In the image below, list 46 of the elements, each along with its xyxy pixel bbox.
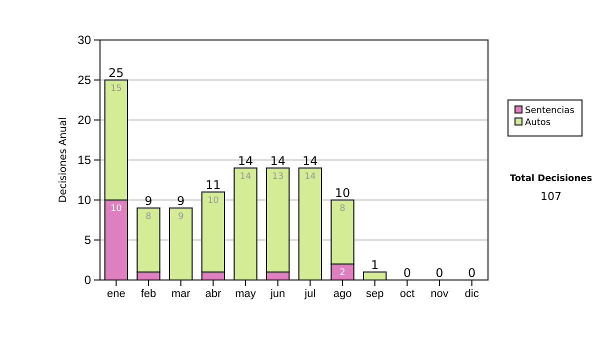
total-label: 11 [206,178,221,192]
text: 107 [540,190,562,203]
total-label: 0 [403,266,411,280]
data-label: 8 [340,204,346,214]
total-label: 9 [177,194,185,208]
x-tick-label: jun [269,288,286,300]
data-label: 14 [304,172,316,182]
total-label: 0 [436,266,444,280]
total-label: 14 [302,154,318,168]
x-tick-label: sep [366,288,384,300]
data-label: 8 [146,212,152,222]
data-label: 10 [110,204,122,214]
x-tick-label: nov [430,288,449,300]
data-label: 2 [340,268,346,278]
y-tick-label: 10 [78,192,92,207]
x-tick-label: jul [304,288,316,300]
y-tick-label: 25 [78,72,92,87]
text: Total Decisiones [510,174,592,184]
legend-label: Sentencias [525,106,575,116]
x-tick-label: may [235,288,256,300]
x-tick-label: feb [140,288,156,300]
total-label: 9 [144,194,152,208]
x-tick-label: dic [464,288,480,300]
total-label: 10 [334,186,350,200]
y-tick-label: 15 [78,152,92,167]
data-label: 13 [272,172,284,182]
y-axis-title: Decisiones Anual [58,117,69,203]
x-tick-label: ago [333,288,352,300]
total-label: 0 [468,266,476,280]
y-tick-label: 20 [78,112,92,127]
x-tick-label: ene [106,288,126,300]
data-label: 14 [240,172,252,182]
x-tick-label: oct [400,288,415,300]
y-tick-label: 5 [84,232,92,247]
x-tick-label: mar [171,288,191,300]
data-label: 10 [207,196,220,206]
total-label: 14 [270,154,286,168]
data-label: 15 [110,84,122,94]
y-tick-label: 30 [78,32,92,47]
data-label: 9 [178,212,184,222]
legend-label: Autos [525,118,551,128]
total-label: 1 [371,258,379,272]
x-tick-label: abr [205,288,222,300]
total-label: 25 [108,66,124,80]
y-tick-label: 0 [84,272,92,287]
total-label: 14 [238,154,254,168]
